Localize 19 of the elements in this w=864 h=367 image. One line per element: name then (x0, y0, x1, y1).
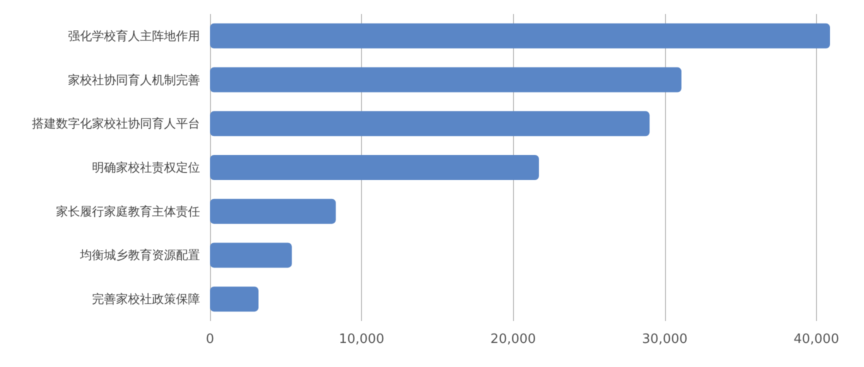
x-tick-label: 40,000 (794, 332, 840, 347)
x-tick-label: 20,000 (490, 332, 536, 347)
y-tick-label: 明确家校社责权定位 (92, 160, 200, 174)
y-tick-label: 均衡城乡教育资源配置 (79, 248, 200, 262)
y-tick-label: 家校社协同育人机制完善 (68, 72, 200, 87)
bar (210, 286, 259, 312)
y-tick-label: 搭建数字化家校社协同育人平台 (32, 116, 200, 131)
bar (210, 155, 539, 180)
bar (210, 67, 682, 92)
x-tick-label: 30,000 (642, 332, 688, 347)
y-tick-label: 完善家校社政策保障 (92, 292, 200, 306)
bar (210, 111, 650, 136)
bar (210, 23, 830, 48)
x-tick-label: 10,000 (338, 332, 384, 347)
bar (210, 242, 292, 268)
y-tick-label: 强化学校育人主阵地作用 (68, 28, 200, 43)
y-tick-label: 家长履行家庭教育主体责任 (56, 204, 200, 218)
bar (210, 198, 336, 224)
x-tick-label: 0 (206, 332, 214, 347)
